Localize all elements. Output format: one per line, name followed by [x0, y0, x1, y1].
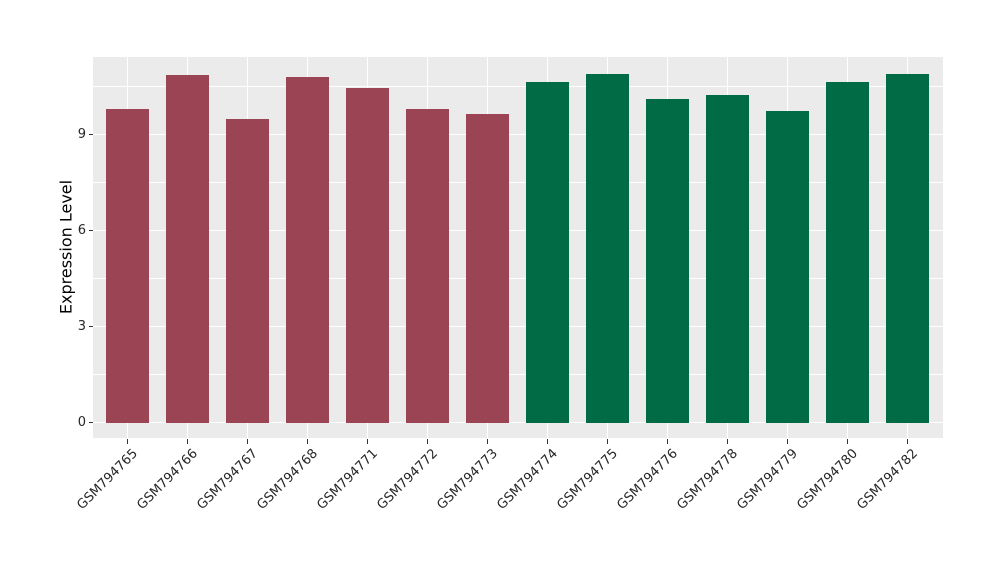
y-axis-title: Expression Level [56, 179, 76, 315]
bar-GSM794776 [646, 99, 689, 423]
x-tick-GSM794780 [846, 439, 849, 444]
bar-GSM794780 [826, 81, 869, 423]
y-tick-label-9: 9 [77, 127, 86, 142]
x-tick-GSM794766 [186, 439, 189, 444]
bar-GSM794773 [466, 113, 509, 423]
minor-gridline-y-1.5 [93, 374, 943, 375]
x-tick-GSM794768 [306, 439, 309, 444]
minor-gridline-y-4.5 [93, 278, 943, 279]
y-tick-6 [88, 229, 93, 232]
bar-GSM794775 [586, 73, 629, 423]
x-tick-GSM794767 [246, 439, 249, 444]
y-tick-9 [88, 133, 93, 136]
bar-GSM794778 [706, 94, 749, 423]
major-gridline-y-0 [93, 421, 943, 424]
x-tick-GSM794778 [726, 439, 729, 444]
x-tick-GSM794776 [666, 439, 669, 444]
bar-GSM794774 [526, 81, 569, 423]
plot-panel [93, 57, 943, 438]
bar-GSM794767 [226, 118, 269, 423]
y-tick-label-0: 0 [77, 415, 86, 430]
x-tick-GSM794772 [426, 439, 429, 444]
minor-gridline-y-7.5 [93, 182, 943, 183]
bar-GSM794771 [346, 88, 389, 423]
x-tick-GSM794771 [366, 439, 369, 444]
x-tick-GSM794779 [786, 439, 789, 444]
major-gridline-y-9 [93, 133, 943, 136]
bar-GSM794766 [166, 75, 209, 423]
major-gridline-y-3 [93, 325, 943, 328]
y-tick-0 [88, 421, 93, 424]
x-tick-label-GSM794765: GSM794765 [73, 446, 141, 513]
x-tick-GSM794782 [906, 439, 909, 444]
x-tick-GSM794775 [606, 439, 609, 444]
major-gridline-y-6 [93, 229, 943, 232]
x-tick-GSM794774 [546, 439, 549, 444]
bar-GSM794782 [886, 73, 929, 423]
y-tick-label-3: 3 [77, 319, 86, 334]
bar-GSM794765 [106, 108, 149, 423]
x-tick-GSM794773 [486, 439, 489, 444]
bar-GSM794768 [286, 76, 329, 423]
x-tick-GSM794765 [126, 439, 129, 444]
bar-GSM794779 [766, 110, 809, 423]
bar-GSM794772 [406, 108, 449, 423]
y-tick-label-6: 6 [77, 223, 86, 238]
y-tick-3 [88, 325, 93, 328]
minor-gridline-y-10.5 [93, 86, 943, 87]
